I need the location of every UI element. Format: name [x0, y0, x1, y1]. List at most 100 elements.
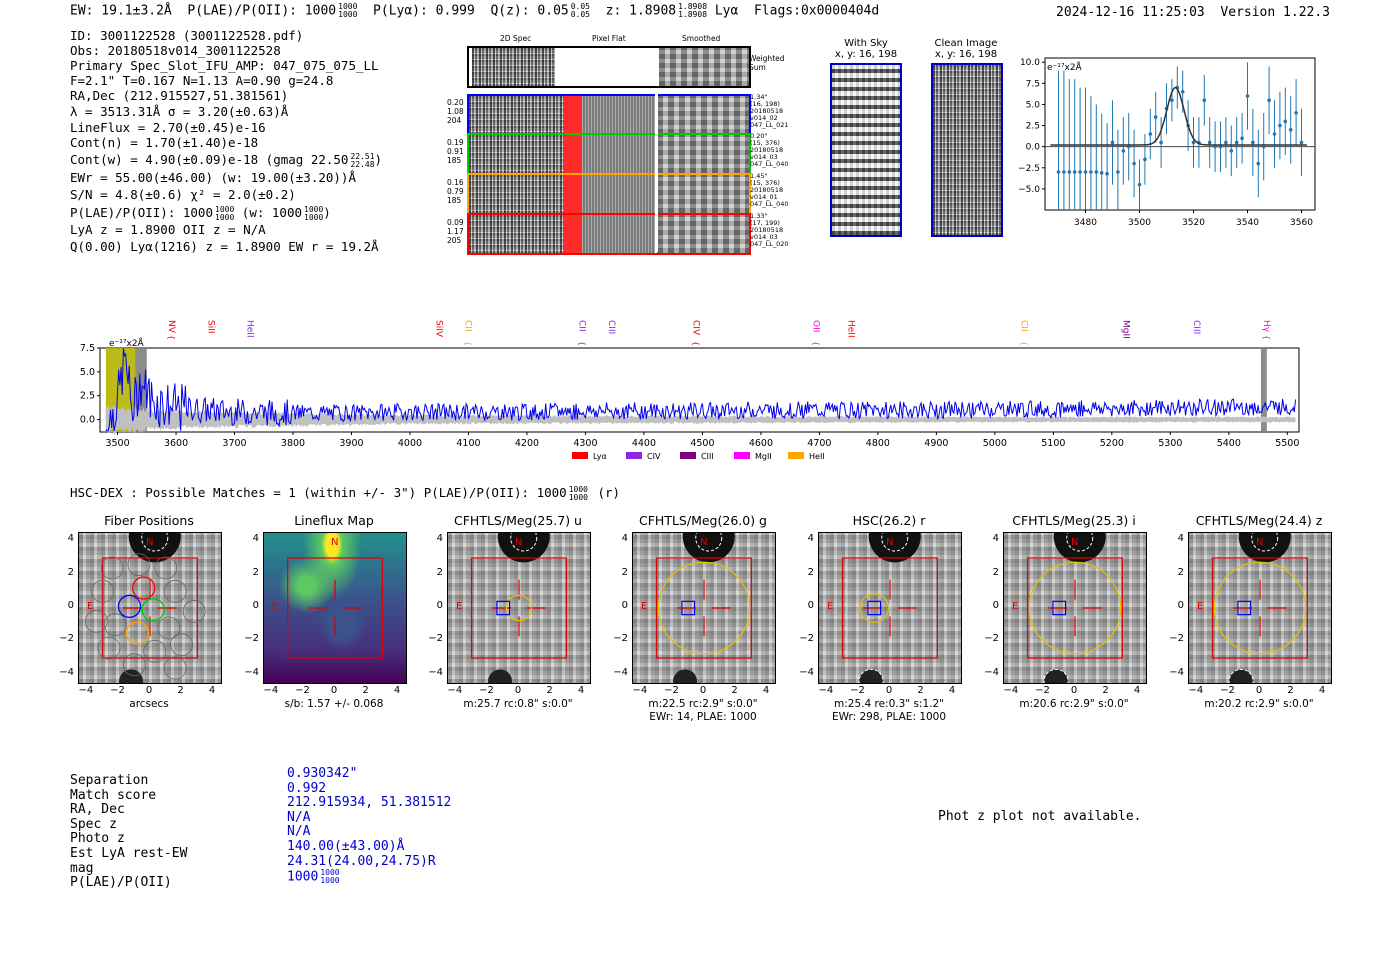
line-fit-point	[1116, 170, 1120, 174]
spec2d-row-3-smooth	[657, 175, 749, 213]
east-marker: E	[641, 601, 648, 612]
panel-xlabel: m:25.7 rc:0.8" s:0.0"	[463, 698, 573, 710]
spec2d-weighted-sum-label: Weighted Sum	[749, 54, 785, 72]
line-fit-ytick-label: 0.0	[1026, 143, 1041, 153]
spectral-line-label: CIII	[1191, 320, 1201, 334]
spec2d-row-4-right-1: (17, 199)	[750, 219, 780, 227]
star-blob-bottom	[859, 669, 884, 683]
panel-ytick: 4	[992, 533, 999, 545]
star-mask-circle	[1251, 533, 1279, 552]
line-fit-chart: e⁻¹⁷x2Å −5.0 −2.5 0.0 2.5 5.0 7.5 10.0 3480 350…	[1018, 57, 1316, 228]
line-fit-point	[1148, 132, 1153, 136]
aperture-circle	[657, 561, 751, 655]
panel-ytick: 4	[807, 533, 814, 545]
match-table-values: 0.930342" 0.992 212.915934, 51.381512 N/…	[287, 766, 451, 885]
panel-xtick: 0	[885, 685, 893, 696]
panel-xtick: 2	[1102, 685, 1109, 696]
line-fit-point	[1251, 140, 1255, 145]
match-label-photoz: Photo z	[70, 831, 125, 847]
search-box	[656, 557, 752, 659]
header-z-line: Lyα	[714, 3, 739, 19]
info-cont-w-text: Cont(w) = 4.90(±0.09)e-18 (gmag 22.50	[70, 152, 349, 167]
panel-overlay	[1212, 533, 1308, 683]
full-spectrum-ylabel: e⁻¹⁷x2Å	[109, 337, 145, 349]
fiber-circle	[170, 633, 193, 657]
spec2d-separator	[655, 94, 658, 252]
line-fit-curve	[1050, 86, 1307, 146]
fiber-circle-highlighted	[117, 594, 142, 618]
search-box	[1212, 557, 1308, 659]
spec2d-row-1-2d	[469, 96, 564, 134]
clean-image-title: Clean Image x, y: 16, 198	[928, 38, 1004, 60]
line-fit-ytick-label: −5.0	[1018, 185, 1040, 195]
legend-swatch	[680, 452, 696, 459]
panel-xtick: 4	[393, 685, 401, 696]
spec2d-row-3	[467, 173, 751, 215]
full-spectrum-xtick-label: 4800	[866, 438, 890, 449]
line-fit-point	[1099, 171, 1104, 175]
line-fit-point	[1191, 140, 1196, 145]
panel-ytick: 0	[621, 600, 628, 611]
spec2d-row-3-right-0: 1.45"	[750, 172, 768, 180]
line-fit-point	[1299, 140, 1304, 145]
panel-extra-info: EWr: 298, PLAE: 1000	[831, 711, 947, 723]
spectral-line-bracket: {	[1262, 335, 1271, 340]
search-box	[102, 557, 198, 659]
line-fit-point	[1202, 98, 1207, 103]
spec2d-row-1-masked	[564, 96, 582, 134]
spec2d-row-4-flat	[582, 215, 655, 253]
info-snr: S/N = 4.8(±0.6) χ² = 2.0(±0.2)	[70, 187, 296, 202]
panel-ytick: −2	[59, 633, 74, 645]
panel-overlay	[471, 533, 567, 683]
fiber-circle-highlighted	[125, 621, 150, 645]
aperture-circle	[859, 593, 890, 623]
full-spectrum-chart: NV{SiII{HeII{SiIV{CII{CII{CIII{CIV{OII{H…	[80, 320, 1300, 461]
full-spectrum-xtick-label: 4700	[807, 438, 831, 449]
match-table-labels: Separation Match score RA, Dec Spec z Ph…	[70, 773, 187, 891]
spec2d-weighted-sum-row	[467, 46, 751, 88]
line-fit-xtick-label: 3480	[1074, 218, 1097, 228]
line-fit-ytick-label: 7.5	[1026, 79, 1040, 89]
match-label-plae: P(LAE)/P(OII)	[70, 875, 172, 891]
spec2d-row-4-right-0: 1.33"	[750, 212, 768, 220]
line-fit-axes	[1044, 57, 1316, 211]
star-mask-circle	[881, 533, 909, 552]
fiber-circle	[97, 636, 121, 660]
spec2d-row-4-left-2: 205	[447, 236, 462, 245]
info-gmag-sub: 22.48	[350, 159, 375, 169]
spec2d-row-4-smooth	[657, 215, 749, 253]
spec2d-row-1-right-4: 047_LL_021	[750, 121, 789, 129]
header-qz: Q(z): 0.05	[490, 3, 569, 19]
north-marker: N	[1256, 537, 1264, 548]
panel-ytick: 2	[807, 566, 814, 578]
spec2d-row-2-masked	[564, 135, 582, 173]
full-spectrum-ytick-label: 0.0	[80, 415, 95, 426]
header-plae-sub: 1000	[338, 10, 358, 19]
spec2d-row-3-right-4: 047_LL_040	[750, 200, 789, 208]
panel-xtick: −2	[664, 685, 679, 696]
spec2d-row-2-right-4: 047_LL_040	[750, 160, 789, 168]
full-spectrum-xtick-label: 5300	[1158, 438, 1182, 449]
match-box	[867, 600, 882, 616]
full-spectrum-xtick-label: 3700	[222, 438, 246, 449]
match-value-specz: N/A	[287, 809, 311, 825]
panel-xtick: 4	[762, 685, 770, 696]
spec2d-row-2-right-2: 20180518	[750, 146, 784, 154]
east-marker: E	[827, 601, 834, 612]
line-fit-point	[1213, 144, 1217, 149]
spec2d-title-flat: Pixel Flat	[592, 34, 626, 43]
line-fit-point	[1094, 170, 1099, 174]
line-fit-point	[1245, 94, 1250, 98]
aperture-circle	[1028, 561, 1122, 655]
north-marker: N	[700, 537, 708, 548]
with-sky-title-text: With Sky	[844, 38, 888, 49]
spec2d-row-4-left-1: 1.17	[447, 227, 464, 236]
hsc-title-sub: 1000	[568, 492, 588, 502]
panel-xtick: −2	[110, 685, 125, 696]
panel-ytick: 0	[807, 600, 814, 611]
match-label-radec: RA, Dec	[70, 802, 125, 818]
panel-overlay	[1027, 533, 1123, 683]
